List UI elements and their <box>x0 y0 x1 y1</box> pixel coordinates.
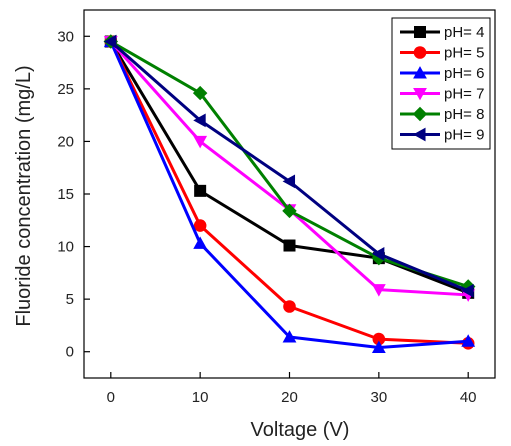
y-tick-label: 25 <box>57 81 74 98</box>
data-point <box>371 247 385 261</box>
y-tick-label: 10 <box>57 239 74 256</box>
data-point <box>282 174 296 189</box>
data-point <box>283 300 296 313</box>
legend-marker <box>414 26 426 38</box>
legend-marker <box>413 87 427 101</box>
legend-marker <box>412 106 428 122</box>
y-tick-label: 0 <box>66 344 74 361</box>
x-tick-label: 0 <box>107 389 115 406</box>
legend-item: pH= 9 <box>400 127 484 144</box>
x-tick-label: 40 <box>460 389 477 406</box>
data-point <box>193 236 208 249</box>
legend-marker <box>413 66 427 79</box>
legend-item: pH= 8 <box>400 106 484 123</box>
x-tick-label: 30 <box>371 389 388 406</box>
legend-label: pH= 6 <box>444 65 484 82</box>
data-point <box>371 250 387 266</box>
data-point <box>283 239 296 252</box>
data-point <box>461 283 474 298</box>
legend-item: pH= 4 <box>400 24 484 41</box>
legend-label: pH= 4 <box>444 24 484 41</box>
y-tick-label: 20 <box>57 133 74 150</box>
data-point <box>282 203 297 219</box>
legend-item: pH= 6 <box>400 65 484 82</box>
data-point <box>371 340 386 354</box>
legend-label: pH= 9 <box>444 127 484 144</box>
legend-marker <box>413 46 427 59</box>
legend-label: pH= 8 <box>444 106 484 123</box>
x-tick-label: 10 <box>192 389 209 406</box>
data-point <box>371 284 386 297</box>
data-point <box>282 330 297 343</box>
x-tick-label: 20 <box>281 389 298 406</box>
axes: 0 10 20 30 40 0 5 10 15 20 25 30 <box>57 9 496 406</box>
data-point <box>194 184 207 197</box>
series-layer <box>103 34 476 354</box>
data-point <box>193 135 208 149</box>
y-tick-label: 15 <box>57 186 74 203</box>
y-tick-label: 30 <box>57 28 74 45</box>
series-6 <box>103 34 474 298</box>
legend: pH= 4 pH= 5 pH= 6 pH= 7 pH= 8 pH= 9 <box>391 17 491 150</box>
legend-label: pH= 5 <box>444 45 484 62</box>
legend-marker <box>413 127 426 142</box>
data-point <box>372 332 386 346</box>
data-point <box>192 85 208 101</box>
y-axis-title: Fluoride concentration (mg/L) <box>13 65 35 326</box>
y-tick-label: 5 <box>66 291 74 308</box>
data-point <box>461 334 476 347</box>
data-point <box>193 113 206 128</box>
data-point <box>193 219 207 232</box>
x-axis-title: Voltage (V) <box>251 419 350 441</box>
data-point <box>103 34 117 49</box>
legend-item: pH= 7 <box>400 86 484 103</box>
legend-item: pH= 5 <box>400 45 484 62</box>
legend-box <box>391 17 491 150</box>
legend-label: pH= 7 <box>444 86 484 103</box>
